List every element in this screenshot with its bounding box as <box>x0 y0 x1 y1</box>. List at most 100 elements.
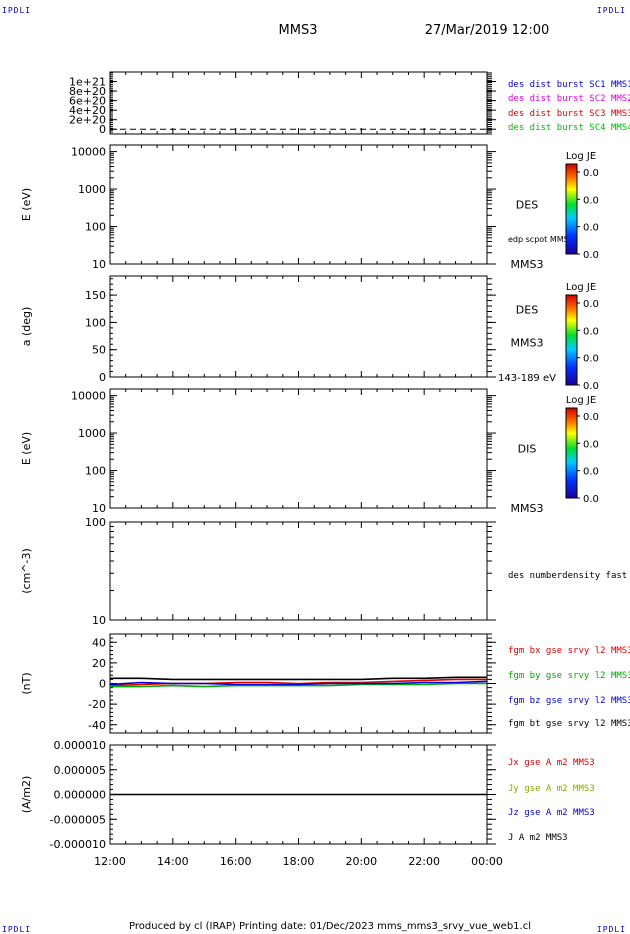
y-tick-label: 100 <box>85 516 106 529</box>
y-tick-label: 100 <box>85 465 106 478</box>
y-axis-label: (cm^-3) <box>20 548 33 594</box>
legend-entry: fgm bt gse srvy l2 MMS3 <box>508 719 630 729</box>
y-tick-label: 0 <box>99 678 106 691</box>
colorbar <box>565 294 578 386</box>
panel-frame <box>109 144 488 265</box>
colorbar <box>565 407 578 499</box>
y-tick-label: -0.000005 <box>50 813 106 826</box>
colorbar-label: 0.0 <box>583 299 599 310</box>
panel-7: 0.000010 0.000005 0.000000 -0.000005 -0.0000… <box>20 739 595 851</box>
panel-frame <box>109 275 488 378</box>
series-line <box>110 676 487 681</box>
y-tick-label: 0 <box>99 371 106 384</box>
y-axis-label: a (deg) <box>20 307 33 347</box>
legend-entry: des dist burst SC3 MMS3 <box>508 109 630 119</box>
panel-3: 150 100 50 0 a (deg) DES MMS3 143-189 eV Log JE 0… <box>20 275 599 392</box>
colorbar-label: 0.0 <box>583 195 599 206</box>
y-tick-label: 40 <box>92 636 106 649</box>
colorbar-label: 0.0 <box>583 439 599 450</box>
y-tick-label: -20 <box>88 698 106 711</box>
colorbar-label: 0.0 <box>583 467 599 478</box>
side-label: MMS3 <box>511 502 544 515</box>
legend-entry: fgm bx gse srvy l2 MMS3 <box>508 646 630 656</box>
legend-entry: fgm bz gse srvy l2 MMS3 <box>508 696 630 706</box>
y-tick-label: 0 <box>99 123 106 136</box>
legend-entry: des dist burst SC2 MMS2 <box>508 94 630 104</box>
y-tick-label: 10 <box>92 502 106 515</box>
panel-6: 40 20 0 -20 -40 (nT) fgm bx gse srvy l2 MMS3 fg… <box>20 633 630 734</box>
y-tick-label: 0.000000 <box>54 789 107 802</box>
y-axis-label: E (eV) <box>20 188 33 221</box>
side-label: DIS <box>518 443 537 456</box>
x-tick-label: 12:00 <box>94 855 126 868</box>
colorbar-title: Log JE <box>566 282 596 293</box>
series-line <box>110 682 487 688</box>
header-datetime: 27/Mar/2019 12:00 <box>425 23 550 38</box>
corner-label-top-right: IPDLI <box>596 6 626 15</box>
footer-credit: Produced by cl (IRAP) Printing date: 01/… <box>129 921 531 932</box>
y-tick-label: 10 <box>92 614 106 627</box>
x-tick-label: 16:00 <box>220 855 252 868</box>
legend-entry: J A m2 MMS3 <box>508 833 568 843</box>
x-tick-label: 14:00 <box>157 855 189 868</box>
y-tick-label: 10 <box>92 258 106 271</box>
legend-entry: Jx gse A m2 MMS3 <box>508 758 595 768</box>
legend-entry: Jy gse A m2 MMS3 <box>508 784 595 794</box>
legend-entry: des numberdensity fast MMS3 <box>508 571 630 581</box>
panel-5: 100 10 (cm^-3) des numberdensity fast MMS3 <box>20 516 630 627</box>
y-tick-label: 1e+21 <box>69 76 106 89</box>
colorbar-label: 0.0 <box>583 494 599 505</box>
y-tick-label: 20 <box>92 657 106 670</box>
colorbar-title: Log JE <box>566 151 596 162</box>
side-label: 143-189 eV <box>498 373 556 384</box>
colorbar-label: 0.0 <box>583 354 599 365</box>
corner-label-bottom-left: IPDLI <box>2 925 32 934</box>
legend-entry: Jz gse A m2 MMS3 <box>508 808 595 818</box>
x-tick-label: 22:00 <box>408 855 440 868</box>
x-tick-label: 18:00 <box>283 855 315 868</box>
y-tick-label: 100 <box>85 316 106 329</box>
series-line <box>109 680 488 686</box>
colorbar-label: 0.0 <box>583 381 599 392</box>
y-tick-label: 8e+20 <box>69 85 106 98</box>
side-label: edp scpot MMS3 <box>508 235 574 244</box>
y-axis-label: E (eV) <box>20 432 33 465</box>
y-tick-label: 0.000005 <box>54 764 107 777</box>
panel-frame <box>109 521 488 621</box>
y-axis-label: (A/m2) <box>20 776 33 814</box>
panel-2: 10000 1000 100 10 E (eV) DES edp scpot MMS3 MMS… <box>20 144 599 271</box>
y-tick-label: 1000 <box>78 427 106 440</box>
y-tick-label: 2e+20 <box>69 114 106 127</box>
y-tick-label: 10000 <box>71 390 106 403</box>
y-tick-label: 4e+20 <box>69 104 106 117</box>
colorbar-label: 0.0 <box>583 168 599 179</box>
legend-entry: des dist burst SC4 MMS4 <box>508 123 630 133</box>
colorbar-label: 0.0 <box>583 223 599 234</box>
legend-entry: des dist burst SC1 MMS1 <box>508 80 630 90</box>
y-tick-label: 50 <box>92 344 106 357</box>
y-tick-label: 150 <box>85 289 106 302</box>
y-tick-label: 0.000010 <box>54 739 107 752</box>
panel-frame <box>109 71 488 135</box>
colorbar-label: 0.0 <box>583 412 599 423</box>
side-label: DES <box>516 303 538 316</box>
x-tick-label: 00:00 <box>471 855 503 868</box>
panel-frame <box>109 388 488 509</box>
corner-label-top-left: IPDLI <box>2 6 32 15</box>
corner-label-bottom-right: IPDLI <box>596 925 626 934</box>
y-tick-label: 10000 <box>71 146 106 159</box>
panel-4: 10000 1000 100 10 E (eV) DIS MMS3 Log JE 0.0 0.0 0… <box>20 388 599 515</box>
legend-entry: fgm by gse srvy l2 MMS3 <box>508 671 630 681</box>
y-tick-label: 100 <box>85 221 106 234</box>
y-tick-label: -0.000010 <box>50 838 106 851</box>
header-spacecraft: MMS3 <box>279 23 318 38</box>
y-tick-label: 1000 <box>78 183 106 196</box>
side-label: MMS3 <box>511 337 544 350</box>
colorbar <box>565 163 578 255</box>
colorbar-label: 0.0 <box>583 250 599 261</box>
y-tick-label: -40 <box>88 719 106 732</box>
time-axis: 12:00 14:00 16:00 18:00 20:00 22:00 00:00 <box>94 855 503 868</box>
